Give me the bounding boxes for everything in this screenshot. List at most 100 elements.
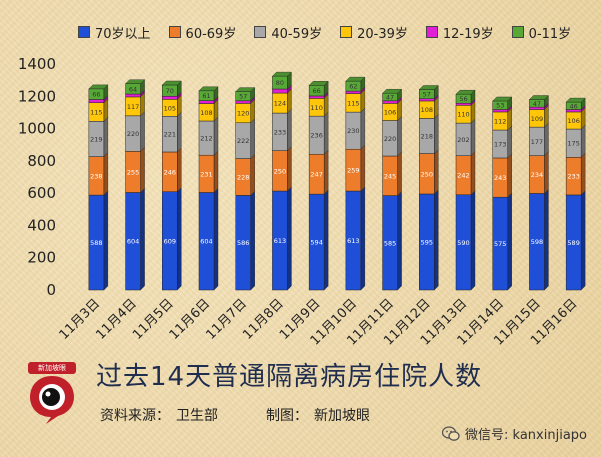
bar-data-label: 110 <box>457 111 469 119</box>
bar-data-label: 236 <box>310 132 322 140</box>
bar-segment-side <box>434 149 439 195</box>
bar-segment-side <box>544 122 549 157</box>
bar-data-label: 46 <box>570 102 578 110</box>
bar-top-face <box>235 87 256 92</box>
bar-segment-side <box>507 192 512 291</box>
y-tick-label: 1000 <box>18 120 56 138</box>
bar-data-label: 110 <box>310 104 322 112</box>
bar-segment-side <box>287 146 292 192</box>
bar-data-label: 218 <box>421 132 433 140</box>
y-tick-label: 1400 <box>18 55 56 73</box>
bar-segment-side <box>140 188 145 291</box>
bar-data-label: 173 <box>494 140 506 148</box>
bar-data-label: 112 <box>494 117 506 125</box>
legend-swatch <box>340 26 353 38</box>
bar-segment-side <box>580 124 586 158</box>
chart-title: 过去14天普通隔离病房住院人数 <box>96 362 483 392</box>
bar-segment <box>198 100 215 104</box>
bar-data-label: 259 <box>347 167 359 175</box>
bar-data-label: 108 <box>421 106 433 114</box>
bar-data-label: 108 <box>200 109 212 117</box>
bar-data-label: 115 <box>90 109 102 117</box>
bar-data-label: 575 <box>494 240 506 248</box>
legend-swatch <box>254 26 267 38</box>
bar-data-label: 57 <box>239 93 247 101</box>
bar-data-label: 66 <box>313 87 321 95</box>
bar-top-face <box>565 97 586 103</box>
y-tick-label: 0 <box>46 281 56 299</box>
bar-segment <box>125 93 141 98</box>
bar-segment <box>308 95 325 99</box>
bar-data-label: 595 <box>421 238 433 246</box>
bar-data-label: 64 <box>129 85 137 93</box>
bar-segment-side <box>470 190 476 291</box>
bar-segment-side <box>434 189 439 291</box>
legend-label: 40-59岁 <box>271 26 323 42</box>
wechat-watermark: 微信号: kanxinjiapo <box>442 424 587 443</box>
bar-data-label: 105 <box>164 104 176 112</box>
maker-value: 新加坡眼 <box>314 408 370 424</box>
bar-data-label: 219 <box>90 135 102 143</box>
bar-segment-side <box>470 118 476 157</box>
bar-data-label: 255 <box>127 168 139 176</box>
wechat-id: 微信号: kanxinjiapo <box>465 428 587 443</box>
bar-segment-side <box>323 111 329 155</box>
bar-data-label: 247 <box>310 171 322 179</box>
bar-data-label: 590 <box>457 239 469 247</box>
bar-segment <box>162 96 178 100</box>
bar-segment-side <box>507 125 512 159</box>
bar-segment-side <box>544 188 549 291</box>
bar-segment-side <box>470 151 476 196</box>
y-tick-label: 400 <box>27 216 56 234</box>
bar-segment-side <box>250 190 255 291</box>
bar-data-label: 246 <box>164 168 176 176</box>
bar-data-label: 220 <box>384 135 396 143</box>
bar-data-label: 230 <box>347 127 359 135</box>
bar-segment-side <box>103 152 109 196</box>
bar-top-face <box>88 84 109 90</box>
bar-data-label: 221 <box>164 131 176 139</box>
bar-segment <box>419 98 435 102</box>
bar-segment-side <box>250 118 255 160</box>
bar-segment-side <box>213 116 219 156</box>
bar-data-label: 57 <box>423 91 431 99</box>
bar-top-face <box>125 79 146 84</box>
bar-data-label: 233 <box>567 173 579 181</box>
bar-data-label: 47 <box>533 100 541 108</box>
bar-segment-side <box>360 107 366 150</box>
bar-segment-side <box>434 113 439 155</box>
bar-data-label: 609 <box>164 237 176 245</box>
bar-data-label: 202 <box>457 136 469 144</box>
bar-data-label: 589 <box>567 239 579 247</box>
speech-bubble-logo-icon <box>30 376 74 424</box>
y-tick-label: 800 <box>27 152 56 170</box>
chart-legend: 70岁以上 60-69岁 40-59岁 20-39岁 12-19岁 0-11岁 <box>78 22 591 42</box>
bar-segment-side <box>103 116 109 158</box>
legend-item: 40-59岁 <box>254 23 322 42</box>
bar-segment-side <box>140 111 145 152</box>
bar-data-label: 228 <box>237 174 249 182</box>
bar-top-face <box>271 71 292 77</box>
bar-top-face <box>455 89 476 95</box>
bar-segment-side <box>580 152 586 196</box>
logo-label: 新加坡眼 <box>28 362 76 374</box>
bar-data-label: 175 <box>567 140 579 148</box>
bar-segment-side <box>287 186 292 291</box>
bar-segment-side <box>360 186 366 291</box>
legend-swatch <box>511 26 524 38</box>
bar-data-label: 47 <box>386 94 394 102</box>
bar-data-label: 604 <box>200 238 212 246</box>
legend-label: 0-11岁 <box>528 26 572 42</box>
maker-label: 制图： <box>266 408 308 424</box>
bar-segment-side <box>397 116 402 157</box>
bar-data-label: 80 <box>276 79 284 87</box>
bar-segment <box>455 102 472 106</box>
bar-data-label: 234 <box>531 171 543 179</box>
legend-item: 12-19岁 <box>425 23 494 42</box>
bar-data-label: 124 <box>274 100 286 108</box>
bar-data-label: 586 <box>237 239 249 247</box>
y-tick-label: 1200 <box>18 87 56 105</box>
bar-data-label: 250 <box>274 167 286 175</box>
legend-item: 20-39岁 <box>340 23 408 42</box>
bar-data-label: 120 <box>237 110 249 118</box>
